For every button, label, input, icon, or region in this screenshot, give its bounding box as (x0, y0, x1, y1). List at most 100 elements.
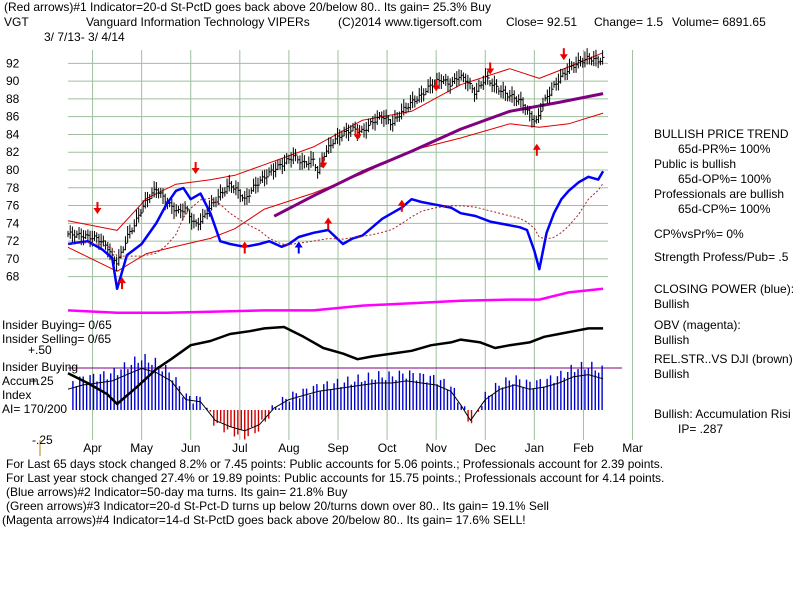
cp-vs-pr: CP%vsPr%= 0% (654, 227, 744, 241)
red-buy-arrow (324, 217, 333, 230)
red-buy-arrow (532, 143, 541, 156)
index-label: Index (2, 388, 32, 402)
ma50-line (273, 92, 604, 218)
blue-buy-arrow (294, 241, 303, 254)
strength-ratio: Strength Profess/Pub= .5 (654, 250, 789, 264)
cp-value: 65d-CP%= 100% (678, 202, 771, 216)
date-range: 3/ 7/13- 3/ 4/14 (44, 30, 125, 44)
y-tick-label: 92 (6, 56, 20, 70)
x-tick-label: Feb (573, 441, 594, 455)
accum-ma (67, 367, 604, 432)
rel-strength-label: REL.STR..VS DJI (brown) (654, 352, 793, 366)
y-tick-label: 88 (6, 92, 20, 106)
x-tick-label: Sep (327, 441, 349, 455)
arrow-head (353, 134, 362, 141)
footer-line-4: (Green arrows)#3 Indicator=20-d St-Pct-D… (6, 499, 549, 513)
closing-power-label: CLOSING POWER (blue): (654, 282, 795, 296)
plus50-label: +.50 (28, 343, 52, 357)
insider-selling-ratio: Insider Selling= 0/65 (2, 332, 112, 346)
red-sell-arrow (191, 162, 200, 174)
red-sell-arrow (486, 62, 495, 75)
closing-power-line (67, 170, 605, 291)
accumulation-label: Bullish: Accumulation Risi (654, 407, 791, 421)
y-tick-label: 68 (6, 270, 20, 284)
ip-value: IP= .287 (678, 422, 724, 436)
chart-title: Vanguard Information Technology VIPERs (86, 15, 310, 29)
close-value: Close= 92.51 (506, 15, 578, 29)
rel-strength-line (67, 325, 604, 406)
arrow-head (319, 162, 328, 169)
price-bars (67, 48, 605, 272)
x-tick-label: Nov (426, 441, 447, 455)
x-tick-label: Jun (181, 441, 200, 455)
red-buy-arrow (118, 277, 126, 290)
accum-level-minus: -.25 (32, 433, 53, 447)
accum-level-plus: +.25 (30, 374, 54, 388)
obv-label: OBV (magenta): (654, 318, 741, 332)
arrow-head (240, 241, 249, 248)
arrow-head (93, 208, 102, 214)
footer-line-2: For Last year stock changed 27.4% or 19.… (6, 471, 665, 485)
red-sell-arrow (93, 202, 102, 214)
arrow-head (294, 241, 303, 248)
x-tick-label: Apr (83, 441, 102, 455)
x-tick-label: Oct (378, 441, 397, 455)
insider-buying-label: Insider Buying (2, 360, 79, 374)
arrow-head (532, 143, 541, 150)
red-sell-arrow (353, 128, 362, 141)
y-tick-label: 86 (6, 110, 20, 124)
symbol: VGT (4, 15, 29, 29)
red-sell-arrow (432, 79, 441, 92)
y-tick-label: 74 (6, 216, 20, 230)
y-tick-label: 78 (6, 181, 20, 195)
red-buy-arrow (240, 241, 249, 254)
obv-line (67, 287, 604, 315)
y-tick-label: 80 (6, 163, 20, 177)
arrow-head (118, 277, 126, 284)
red-sell-arrow (319, 156, 328, 169)
footer-line-1: For Last 65 days stock changed 8.2% or 7… (6, 457, 664, 471)
arrow-head (324, 217, 333, 224)
x-tick-label: Mar (622, 441, 643, 455)
x-tick-label: Aug (278, 441, 299, 455)
red-arrows-indicator-text: (Red arrows)#1 Indicator=20-d St-PctD go… (4, 0, 491, 14)
closing-power-status: CLOSING POWER (blue): Bullish (654, 282, 794, 312)
volume-value: Volume= 6891.65 (672, 15, 766, 29)
red-sell-arrow (559, 48, 568, 61)
arrow-head (432, 85, 441, 92)
lower-band (67, 112, 604, 272)
x-tick-label: Dec (475, 441, 496, 455)
right-panel: BULLISH PRICE TREND 65d-PR%= 100% Public… (654, 127, 788, 217)
y-tick-label: 76 (6, 199, 20, 213)
red-buy-arrow (397, 199, 406, 212)
footer-line-5: (Magenta arrows)#4 Indicator=14-d St-Pct… (2, 513, 526, 527)
x-tick-label: Jan (525, 441, 544, 455)
trend-label: BULLISH PRICE TREND (654, 127, 789, 141)
closing-power-value: Bullish (654, 297, 690, 311)
professionals-label: Professionals are bullish (654, 187, 785, 201)
x-tick-label: Jul (232, 441, 247, 455)
rel-strength-status: REL.STR..VS DJI (brown) Bullish (654, 352, 793, 382)
y-tick-label: 70 (6, 252, 20, 266)
arrow-head (397, 199, 406, 206)
y-tick-label: 84 (6, 127, 20, 141)
change-value: Change= 1.5 (594, 15, 664, 29)
copyright: (C)2014 www.tigersoft.com (338, 15, 483, 29)
x-tick-label: May (130, 441, 153, 455)
rel-strength-value: Bullish (654, 367, 690, 381)
footer-line-3: (Blue arrows)#2 Indicator=50-day ma turn… (6, 485, 348, 499)
grid-lines (68, 50, 634, 440)
public-label: Public is bullish (654, 157, 737, 171)
insider-buying-ratio: Insider Buying= 0/65 (2, 318, 112, 332)
accum-label: Accum (2, 374, 39, 388)
y-tick-label: 82 (6, 145, 20, 159)
y-tick-label: 72 (6, 234, 20, 248)
pr-value: 65d-PR%= 100% (678, 142, 771, 156)
ai-label: AI= 170/200 (2, 402, 68, 416)
obv-status: OBV (magenta): Bullish (654, 318, 741, 348)
obv-value: Bullish (654, 333, 690, 347)
accumulation-status: Bullish: Accumulation Risi IP= .287 (654, 407, 791, 437)
arrow-head (559, 54, 568, 61)
